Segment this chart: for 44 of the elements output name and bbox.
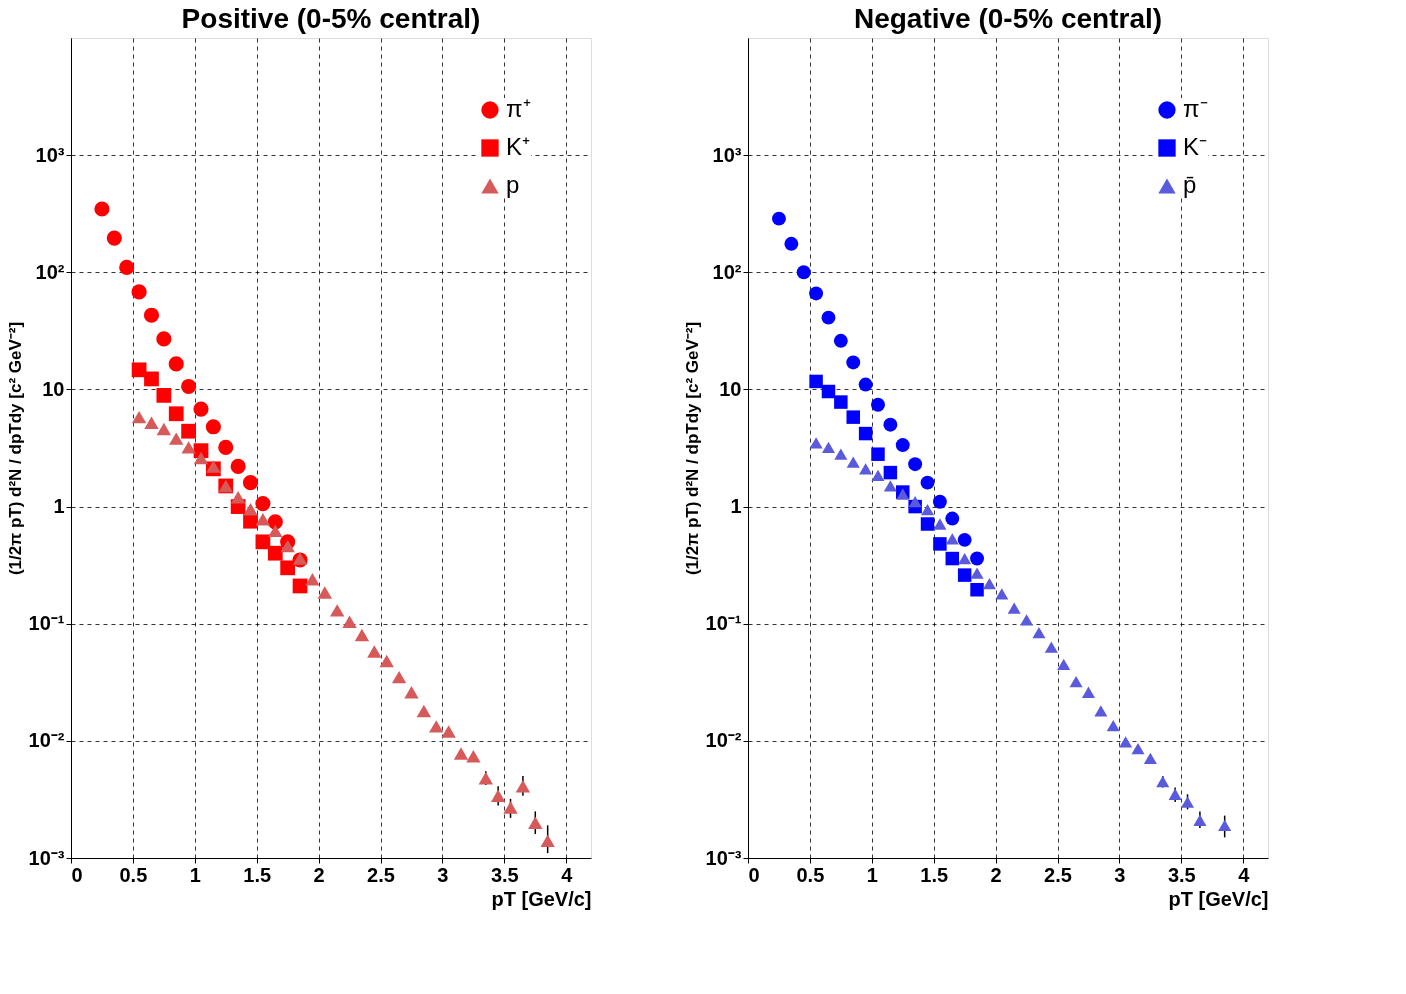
x-tick-label: 2.5 [367, 863, 395, 886]
x-tick-label: 1.5 [920, 863, 949, 886]
x-tick-label: 4 [561, 863, 574, 886]
y-tick-label: 10² [712, 260, 742, 283]
x-tick-label: 0.5 [796, 863, 825, 886]
x-tick-label: 4 [1238, 863, 1251, 886]
x-tick-label: 3 [437, 863, 449, 886]
y-tick-label: 10⁻³ [705, 846, 742, 869]
y-tick-label: 10⁻³ [28, 846, 65, 869]
x-axis-title: pT [GeV/c] [1168, 887, 1269, 910]
x-tick-label: 1.5 [243, 863, 272, 886]
chart-title: Positive (0-5% central) [181, 3, 481, 34]
legend-label: p̄ [1183, 171, 1197, 198]
legend-label: π⁻ [1183, 95, 1208, 122]
x-tick-label: 1 [189, 863, 201, 886]
x-tick-label: 0 [71, 863, 83, 886]
x-tick-label: 2 [990, 863, 1002, 886]
x-tick-label: 0.5 [119, 863, 148, 886]
y-tick-label: 10³ [712, 143, 742, 166]
y-tick-label: 10⁻¹ [28, 612, 65, 635]
y-tick-label: 1 [53, 495, 65, 518]
legend-label: K⁻ [1183, 133, 1208, 160]
x-tick-label: 3.5 [1167, 863, 1196, 886]
y-tick-label: 10³ [35, 143, 65, 166]
x-tick-label: 3.5 [490, 863, 519, 886]
legend-label: π⁺ [506, 95, 531, 122]
y-axis-title: (1/2π pT) d²N / dpTdy [c² GeV⁻²] [682, 321, 702, 576]
y-tick-label: 10 [719, 377, 742, 400]
legend-label: p [506, 171, 520, 198]
x-tick-label: 2 [313, 863, 325, 886]
y-axis-title: (1/2π pT) d²N / dpTdy [c² GeV⁻²] [5, 321, 25, 576]
y-tick-label: 10⁻² [705, 729, 742, 752]
y-tick-label: 10 [42, 377, 65, 400]
x-tick-label: 3 [1114, 863, 1126, 886]
x-tick-label: 1 [866, 863, 878, 886]
x-axis-title: pT [GeV/c] [491, 887, 592, 910]
legend-label: K⁺ [506, 133, 531, 160]
y-tick-label: 10⁻¹ [705, 612, 742, 635]
x-tick-label: 2.5 [1044, 863, 1072, 886]
y-tick-label: 10² [35, 260, 65, 283]
y-tick-label: 10⁻² [28, 729, 65, 752]
y-tick-label: 1 [730, 495, 742, 518]
x-tick-label: 0 [748, 863, 760, 886]
chart-title: Negative (0-5% central) [853, 3, 1163, 34]
